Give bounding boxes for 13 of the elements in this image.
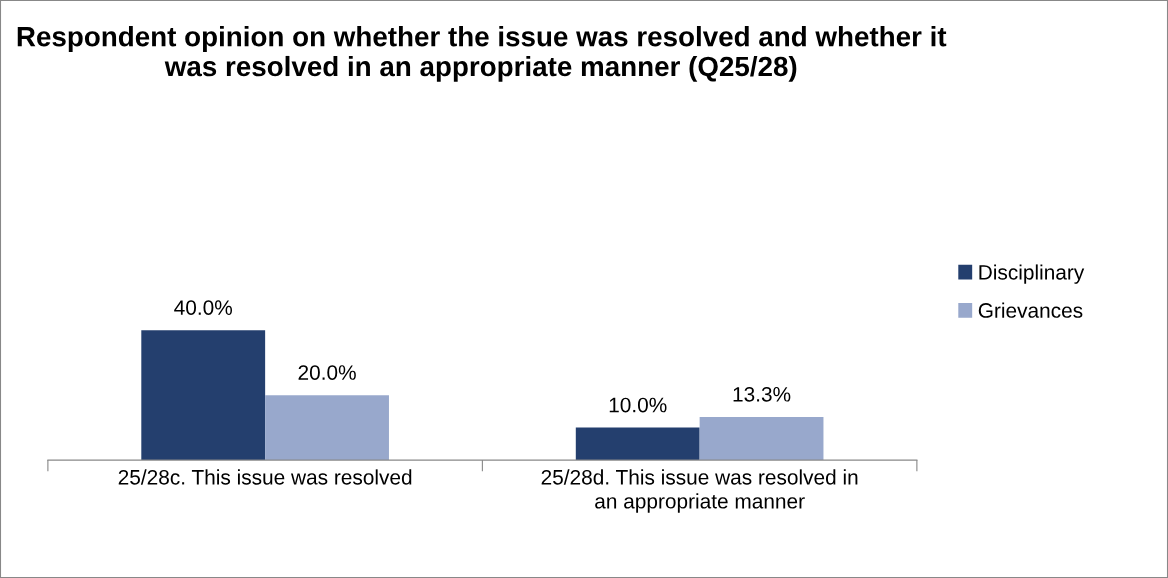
x-tick-label: 25/28d. This issue was resolved in an appropriate manner [541,469,858,513]
bar [265,395,389,461]
x-tick-label: 25/28c. This issue was resolved [118,469,412,485]
legend-label: Disciplinary [979,264,1085,284]
data-label: 20.0% [298,365,356,380]
data-label: 10.0% [609,397,667,413]
chart-title: Respondent opinion on whether the issue was resolved and whether it was resolved in an appropriate manner (Q25/28) [17,26,947,82]
bar [141,330,266,461]
data-label: 40.0% [174,300,233,315]
bar [699,416,824,461]
bar [575,427,700,461]
data-label: 13.3% [733,386,791,402]
legend-label: Grievances [978,302,1083,318]
